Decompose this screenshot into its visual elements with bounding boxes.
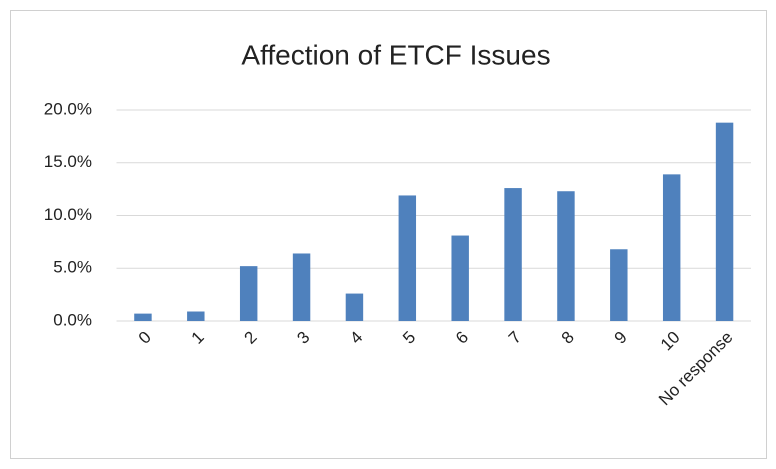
bar bbox=[662, 174, 681, 321]
bar bbox=[187, 311, 205, 321]
bar bbox=[610, 249, 628, 321]
bar bbox=[134, 313, 152, 321]
y-tick-label: 20.0% bbox=[44, 99, 92, 118]
y-tick-label: 0.0% bbox=[53, 310, 92, 329]
bar bbox=[451, 235, 469, 321]
bar bbox=[239, 266, 258, 321]
bar bbox=[398, 195, 417, 321]
bar bbox=[715, 122, 734, 321]
chart-title: Affection of ETCF Issues bbox=[241, 39, 550, 70]
bar bbox=[345, 293, 364, 321]
bar bbox=[504, 188, 522, 321]
y-tick-label: 5.0% bbox=[53, 258, 92, 277]
bar bbox=[292, 253, 311, 321]
y-tick-label: 10.0% bbox=[44, 205, 92, 224]
bar bbox=[557, 191, 575, 321]
chart-frame bbox=[10, 10, 767, 459]
y-tick-label: 15.0% bbox=[44, 152, 92, 171]
